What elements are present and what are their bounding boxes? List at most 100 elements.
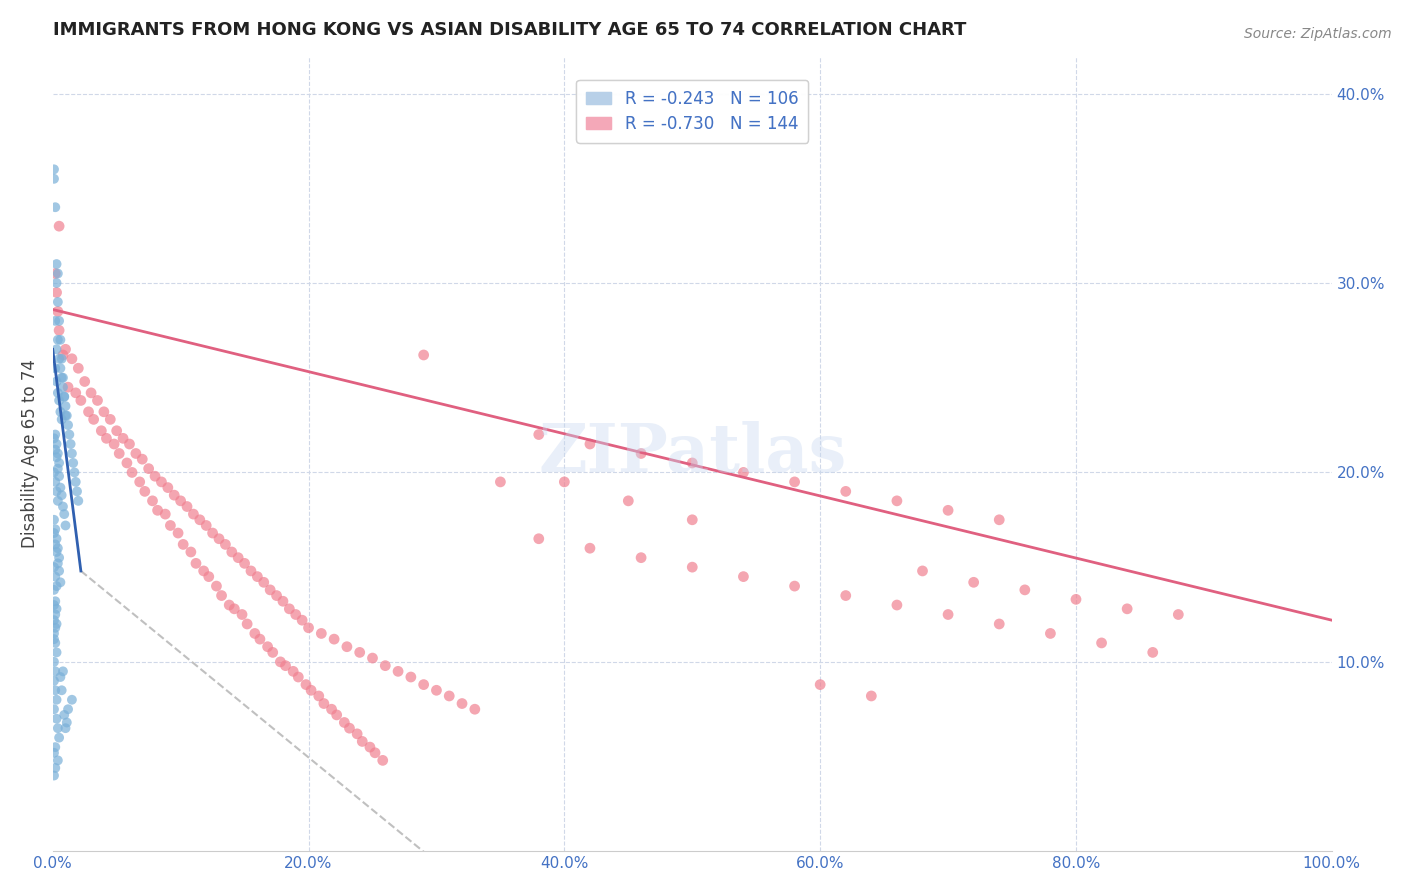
Point	[51, 683, 73, 698]
Point	[49, 481, 72, 495]
Point	[44, 475, 66, 489]
Point	[269, 655, 291, 669]
Point	[48, 219, 70, 234]
Point	[53, 390, 76, 404]
Point	[134, 484, 156, 499]
Point	[48, 314, 70, 328]
Point	[46, 721, 69, 735]
Point	[211, 589, 233, 603]
Point	[44, 200, 66, 214]
Point	[131, 452, 153, 467]
Point	[98, 412, 121, 426]
Point	[681, 560, 703, 574]
Point	[243, 626, 266, 640]
Point	[44, 569, 66, 583]
Point	[59, 437, 82, 451]
Point	[45, 276, 67, 290]
Point	[214, 537, 236, 551]
Point	[201, 526, 224, 541]
Point	[42, 598, 65, 612]
Point	[51, 351, 73, 366]
Point	[988, 617, 1011, 632]
Point	[45, 257, 67, 271]
Point	[364, 746, 387, 760]
Point	[44, 607, 66, 622]
Point	[51, 412, 73, 426]
Point	[45, 617, 67, 632]
Point	[176, 500, 198, 514]
Point	[283, 665, 305, 679]
Point	[808, 677, 831, 691]
Point	[45, 545, 67, 559]
Point	[66, 484, 89, 499]
Point	[371, 753, 394, 767]
Point	[860, 689, 883, 703]
Point	[412, 677, 434, 691]
Point	[90, 424, 112, 438]
Point	[45, 692, 67, 706]
Point	[46, 385, 69, 400]
Point	[349, 645, 371, 659]
Point	[835, 484, 858, 499]
Point	[48, 550, 70, 565]
Point	[835, 589, 858, 603]
Point	[48, 456, 70, 470]
Point	[42, 162, 65, 177]
Point	[46, 753, 69, 767]
Point	[439, 689, 461, 703]
Point	[387, 665, 409, 679]
Point	[45, 602, 67, 616]
Point	[49, 575, 72, 590]
Point	[58, 427, 80, 442]
Point	[52, 370, 75, 384]
Point	[44, 267, 66, 281]
Point	[60, 692, 83, 706]
Point	[52, 380, 75, 394]
Point	[48, 731, 70, 745]
Point	[86, 393, 108, 408]
Point	[208, 532, 231, 546]
Point	[52, 348, 75, 362]
Point	[51, 370, 73, 384]
Point	[221, 545, 243, 559]
Point	[63, 466, 86, 480]
Point	[42, 768, 65, 782]
Point	[146, 503, 169, 517]
Point	[333, 715, 356, 730]
Point	[121, 466, 143, 480]
Point	[44, 740, 66, 755]
Point	[346, 727, 368, 741]
Point	[46, 304, 69, 318]
Point	[291, 613, 314, 627]
Point	[55, 343, 77, 357]
Point	[46, 446, 69, 460]
Point	[46, 557, 69, 571]
Point	[783, 579, 806, 593]
Point	[42, 655, 65, 669]
Point	[783, 475, 806, 489]
Point	[617, 493, 640, 508]
Point	[278, 602, 301, 616]
Point	[240, 564, 263, 578]
Point	[46, 461, 69, 475]
Point	[271, 594, 294, 608]
Point	[42, 626, 65, 640]
Point	[44, 537, 66, 551]
Point	[323, 632, 346, 647]
Point	[259, 582, 281, 597]
Point	[56, 380, 79, 394]
Point	[339, 721, 361, 735]
Point	[352, 734, 374, 748]
Point	[42, 582, 65, 597]
Point	[630, 446, 652, 460]
Point	[1039, 626, 1062, 640]
Point	[321, 702, 343, 716]
Point	[936, 503, 959, 517]
Point	[579, 437, 602, 451]
Point	[48, 564, 70, 578]
Point	[49, 361, 72, 376]
Point	[118, 437, 141, 451]
Point	[630, 550, 652, 565]
Point	[45, 285, 67, 300]
Point	[205, 579, 228, 593]
